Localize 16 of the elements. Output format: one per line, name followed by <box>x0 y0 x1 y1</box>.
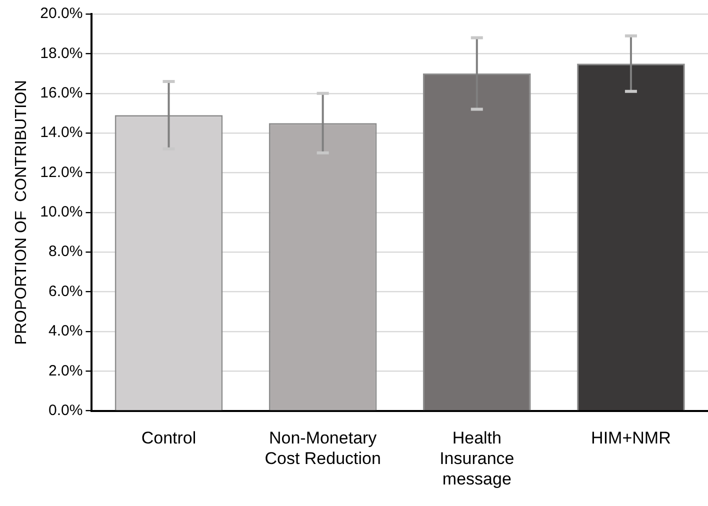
y-tick-label: 10.0% <box>40 204 83 221</box>
x-tick-label: HIM+NMR <box>591 428 671 448</box>
y-tick-label: 12.0% <box>40 164 83 181</box>
y-tick-label: 18.0% <box>40 44 83 62</box>
y-tick-label: 4.0% <box>48 322 83 340</box>
x-tick-label: Non-Monetary Cost Reduction <box>264 428 381 468</box>
x-tick-label: Health Insurance message <box>440 428 514 488</box>
y-tick-label: 14.0% <box>40 124 83 142</box>
x-tick-label: Control <box>141 428 196 448</box>
y-tick-label: 6.0% <box>48 282 83 300</box>
y-tick-label: 0.0% <box>48 402 83 419</box>
y-tick-label: 20.0% <box>40 5 83 22</box>
y-axis-title: PROPORTION OF CONTRIBUTION <box>13 80 30 345</box>
y-tick-label: 8.0% <box>48 243 83 260</box>
y-tick-label: 2.0% <box>48 362 83 380</box>
y-tick-label: 16.0% <box>40 84 83 102</box>
